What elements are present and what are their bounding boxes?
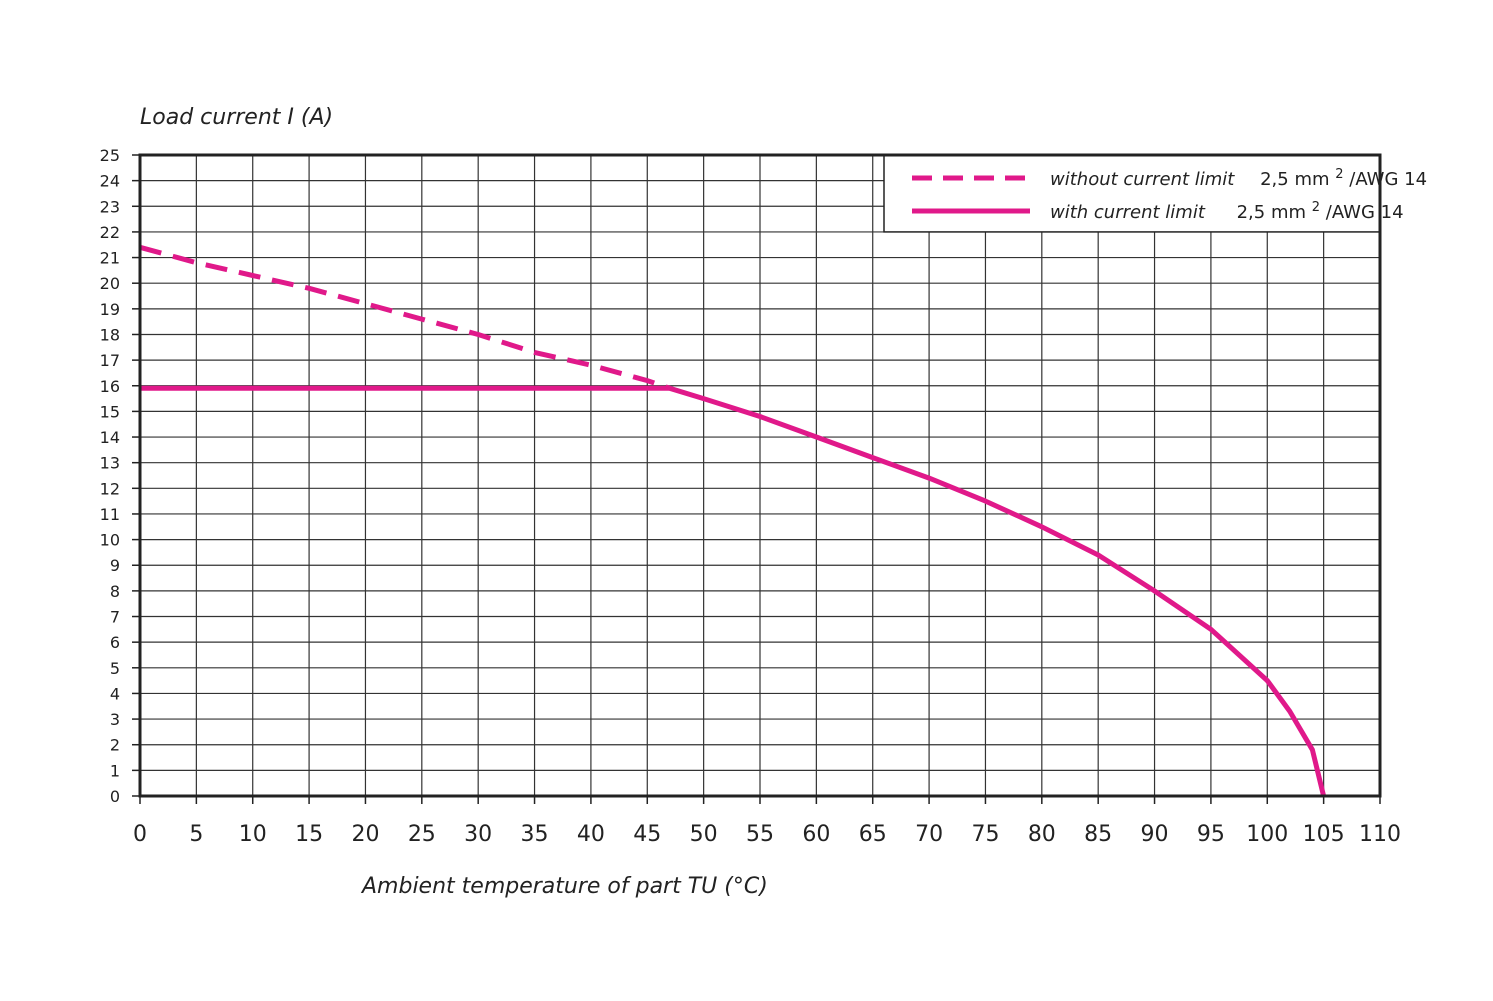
x-tick-label: 30 (464, 822, 492, 847)
series-line-without-limit (139, 244, 671, 391)
x-tick-label: 85 (1084, 822, 1112, 847)
y-tick-label: 10 (100, 531, 120, 550)
x-tick-label: 65 (859, 822, 887, 847)
y-tick-label: 25 (100, 146, 120, 165)
y-tick-label: 16 (100, 377, 120, 396)
x-tick-label: 75 (971, 822, 999, 847)
x-tick-label: 105 (1303, 822, 1345, 847)
x-axis-ticks: 0 5 10 15 20 25 30 35 40 45 50 55 60 65 70 75 80 85 90 95 10… (133, 796, 1401, 847)
legend-entry-with-limit: with current limit 2,5 mm 2 /AWG 14 (1050, 195, 1404, 223)
x-tick-label: 0 (133, 822, 147, 847)
y-tick-label: 0 (110, 787, 120, 806)
y-tick-label: 1 (110, 761, 120, 780)
x-tick-label: 35 (521, 822, 549, 847)
legend-name: with current limit (1050, 202, 1206, 223)
y-tick-label: 5 (110, 659, 120, 678)
x-tick-label: 95 (1197, 822, 1225, 847)
y-tick-label: 9 (110, 556, 120, 575)
x-tick-label: 40 (577, 822, 605, 847)
legend-superscript: 2 (1335, 167, 1343, 182)
legend-background (883, 154, 1381, 233)
legend-awg: /AWG 14 (1349, 169, 1427, 190)
y-tick-label: 3 (110, 710, 120, 729)
x-tick-label: 5 (189, 822, 203, 847)
legend-entry-without-limit: without current limit 2,5 mm 2 /AWG 14 (1050, 162, 1427, 190)
x-tick-label: 70 (915, 822, 943, 847)
y-tick-label: 7 (110, 608, 120, 627)
grid-lines (139, 154, 1381, 797)
legend-size: 2,5 mm (1237, 202, 1306, 223)
y-tick-label: 20 (100, 274, 120, 293)
series-lines (139, 244, 1327, 797)
y-tick-label: 2 (110, 736, 120, 755)
legend-name: without current limit (1050, 169, 1235, 190)
y-tick-label: 19 (100, 300, 120, 319)
y-tick-label: 13 (100, 454, 120, 473)
legend: without current limit 2,5 mm 2 /AWG 14 w… (883, 154, 1427, 233)
legend-superscript: 2 (1312, 200, 1320, 215)
y-axis-title: Load current I (A) (140, 105, 333, 130)
x-tick-label: 45 (633, 822, 661, 847)
x-tick-label: 100 (1246, 822, 1288, 847)
series-line-with-limit (140, 385, 1327, 797)
y-tick-label: 24 (100, 172, 120, 191)
x-tick-label: 50 (690, 822, 718, 847)
y-tick-label: 15 (100, 402, 120, 421)
x-tick-label: 55 (746, 822, 774, 847)
y-tick-label: 8 (110, 582, 120, 601)
y-tick-label: 23 (100, 197, 120, 216)
x-tick-label: 90 (1141, 822, 1169, 847)
x-tick-label: 15 (295, 822, 323, 847)
x-tick-label: 110 (1359, 822, 1401, 847)
x-tick-label: 25 (408, 822, 436, 847)
x-tick-label: 80 (1028, 822, 1056, 847)
y-tick-label: 12 (100, 479, 120, 498)
x-tick-label: 10 (239, 822, 267, 847)
x-tick-label: 60 (802, 822, 830, 847)
y-tick-label: 11 (100, 505, 120, 524)
y-tick-label: 22 (100, 223, 120, 242)
legend-size: 2,5 mm (1260, 169, 1329, 190)
y-tick-label: 14 (100, 428, 120, 447)
y-tick-label: 17 (100, 351, 120, 370)
y-tick-label: 4 (110, 684, 120, 703)
y-tick-label: 18 (100, 325, 120, 344)
x-axis-title: Ambient temperature of part TU (°C) (360, 874, 768, 899)
y-tick-label: 21 (100, 249, 120, 268)
y-axis-ticks: 0123456789101112131415161718192021222324… (100, 146, 140, 806)
x-tick-label: 20 (351, 822, 379, 847)
legend-awg: /AWG 14 (1326, 202, 1404, 223)
y-tick-label: 6 (110, 633, 120, 652)
